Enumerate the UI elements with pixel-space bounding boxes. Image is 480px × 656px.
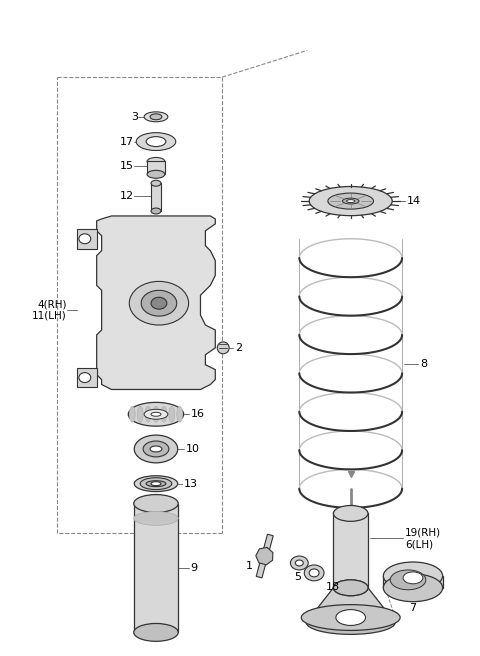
- Ellipse shape: [145, 406, 151, 422]
- Ellipse shape: [144, 409, 168, 419]
- Polygon shape: [256, 548, 273, 565]
- Text: 4(RH)
11(LH): 4(RH) 11(LH): [32, 299, 67, 321]
- Ellipse shape: [301, 605, 400, 630]
- Ellipse shape: [309, 186, 392, 216]
- Ellipse shape: [309, 569, 319, 577]
- Ellipse shape: [140, 478, 172, 489]
- Text: 19(RH)
6(LH): 19(RH) 6(LH): [405, 527, 441, 549]
- Ellipse shape: [290, 556, 308, 570]
- Ellipse shape: [334, 580, 368, 596]
- Bar: [134, 504, 178, 632]
- Ellipse shape: [129, 406, 135, 422]
- Ellipse shape: [304, 565, 324, 581]
- Ellipse shape: [306, 611, 395, 634]
- Polygon shape: [306, 588, 395, 623]
- Polygon shape: [256, 534, 273, 578]
- Ellipse shape: [143, 441, 169, 457]
- Text: 13: 13: [184, 479, 198, 489]
- Bar: [384, 576, 443, 588]
- Text: 15: 15: [120, 161, 134, 171]
- Ellipse shape: [147, 157, 165, 165]
- Ellipse shape: [147, 171, 165, 178]
- Ellipse shape: [128, 402, 184, 426]
- Text: 9: 9: [191, 563, 198, 573]
- Ellipse shape: [161, 406, 167, 422]
- Text: 18: 18: [326, 582, 340, 592]
- Ellipse shape: [177, 406, 183, 422]
- Text: 14: 14: [407, 196, 421, 206]
- Ellipse shape: [134, 623, 178, 642]
- Ellipse shape: [334, 506, 368, 522]
- Ellipse shape: [295, 560, 303, 566]
- Ellipse shape: [384, 562, 443, 590]
- Ellipse shape: [134, 476, 178, 491]
- Ellipse shape: [328, 193, 373, 209]
- Polygon shape: [96, 216, 216, 390]
- Ellipse shape: [151, 482, 161, 485]
- Text: 1: 1: [246, 561, 253, 571]
- Ellipse shape: [134, 495, 178, 512]
- Text: 3: 3: [131, 112, 138, 122]
- Ellipse shape: [150, 446, 162, 452]
- Ellipse shape: [403, 572, 423, 584]
- Text: 7: 7: [409, 603, 417, 613]
- Ellipse shape: [384, 574, 443, 602]
- Ellipse shape: [146, 481, 166, 487]
- Polygon shape: [77, 367, 96, 388]
- Bar: [334, 514, 368, 588]
- Bar: [151, 183, 161, 211]
- Ellipse shape: [137, 406, 143, 422]
- Ellipse shape: [134, 512, 178, 525]
- Ellipse shape: [151, 208, 161, 214]
- Ellipse shape: [144, 112, 168, 122]
- Ellipse shape: [136, 133, 176, 150]
- Ellipse shape: [336, 609, 366, 625]
- Ellipse shape: [150, 114, 162, 120]
- Ellipse shape: [347, 199, 355, 203]
- Ellipse shape: [151, 412, 161, 417]
- Text: 10: 10: [186, 444, 200, 454]
- Ellipse shape: [169, 406, 175, 422]
- Ellipse shape: [217, 342, 229, 354]
- Ellipse shape: [342, 198, 359, 204]
- Ellipse shape: [79, 373, 91, 382]
- Ellipse shape: [79, 234, 91, 244]
- Ellipse shape: [129, 281, 189, 325]
- Ellipse shape: [134, 435, 178, 463]
- Ellipse shape: [334, 580, 368, 596]
- Ellipse shape: [141, 291, 177, 316]
- Bar: [147, 161, 165, 174]
- Ellipse shape: [151, 180, 161, 186]
- Ellipse shape: [146, 136, 166, 146]
- Ellipse shape: [151, 297, 167, 309]
- Text: 12: 12: [120, 191, 134, 201]
- Text: 2: 2: [235, 343, 242, 353]
- Text: 8: 8: [420, 359, 427, 369]
- Ellipse shape: [390, 570, 426, 590]
- Polygon shape: [77, 229, 96, 249]
- Text: 5: 5: [294, 572, 301, 582]
- Text: 16: 16: [191, 409, 204, 419]
- Text: 17: 17: [120, 136, 134, 146]
- Ellipse shape: [153, 406, 159, 422]
